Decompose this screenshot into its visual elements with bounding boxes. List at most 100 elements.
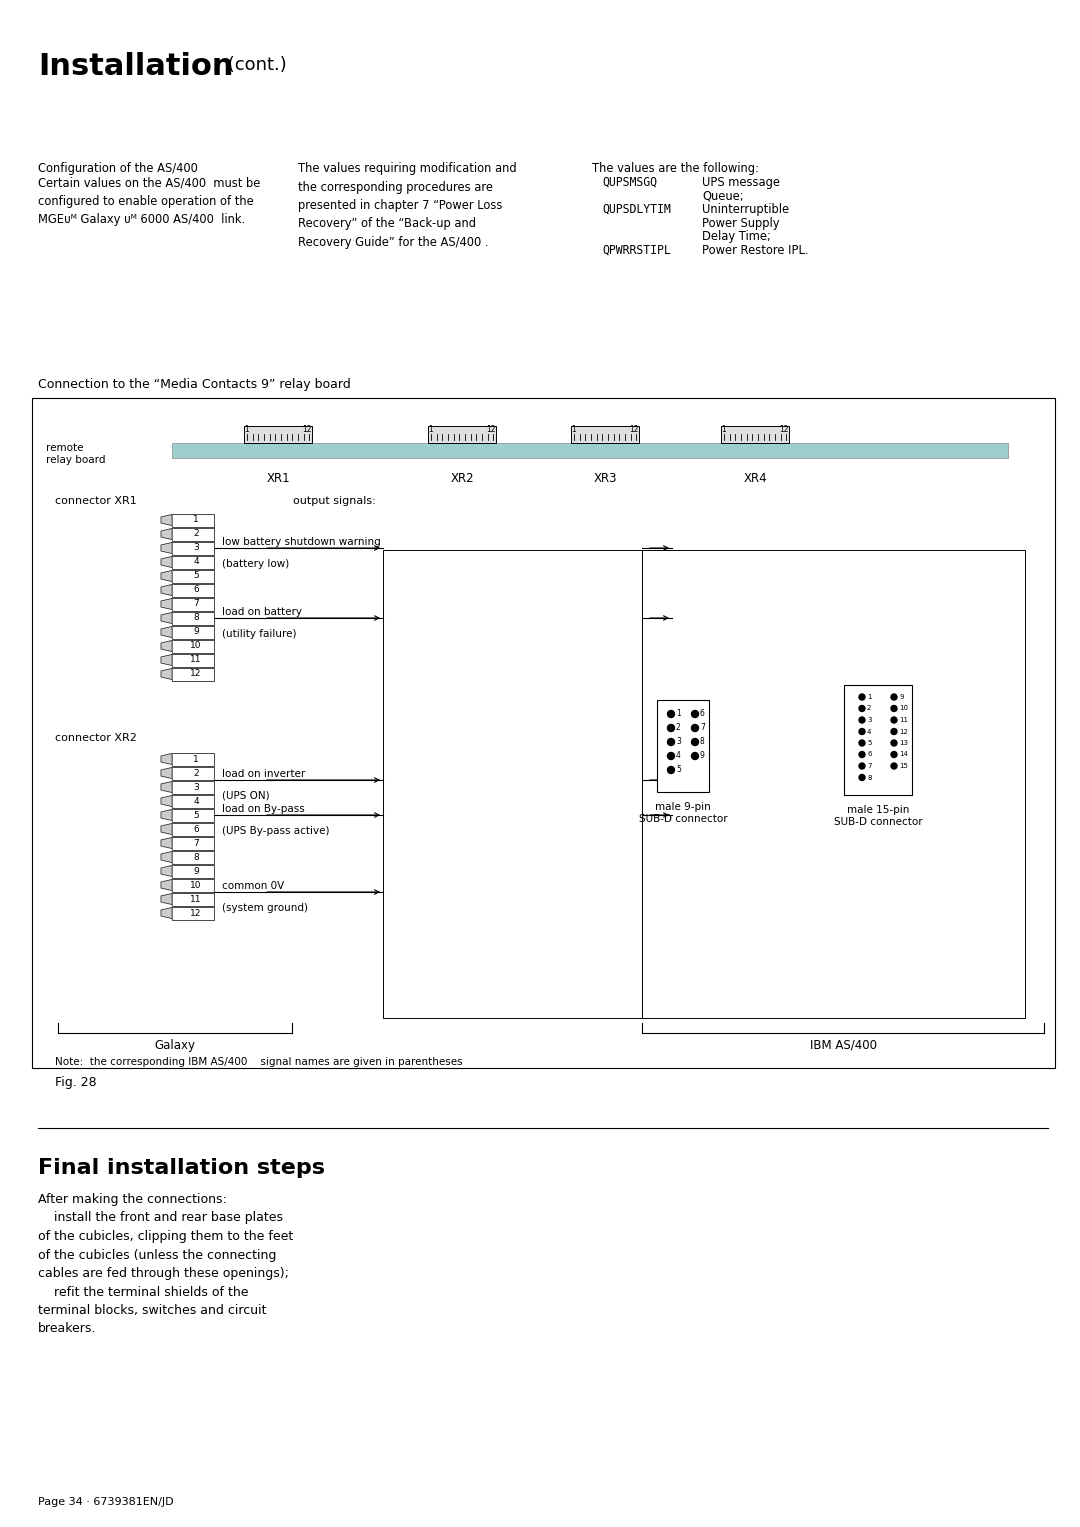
Text: 5: 5 [193,811,199,820]
Bar [642,550,1025,1019]
Circle shape [859,705,865,712]
Text: 15: 15 [899,764,908,770]
Bar [571,426,639,443]
Bar [244,426,312,443]
Text: 4: 4 [193,797,199,806]
Text: 6: 6 [193,585,199,594]
Text: 5: 5 [193,571,199,580]
Bar [428,426,496,443]
Text: Power Supply: Power Supply [702,217,780,229]
Text: XR4: XR4 [743,472,767,486]
Circle shape [891,751,897,757]
Text: male 15-pin: male 15-pin [847,805,909,815]
Text: (utility failure): (utility failure) [222,629,297,638]
Polygon shape [161,823,172,834]
Polygon shape [161,542,172,553]
Text: 1: 1 [428,425,433,434]
Bar [172,851,214,863]
Text: (system ground): (system ground) [222,902,308,913]
Text: XR2: XR2 [450,472,474,486]
Text: XR3: XR3 [593,472,617,486]
Text: 8: 8 [193,614,199,623]
Circle shape [691,753,699,759]
Polygon shape [161,796,172,806]
Text: 8: 8 [700,738,705,747]
Circle shape [859,774,865,780]
Bar [172,667,214,681]
Polygon shape [161,852,172,863]
Text: Uninterruptible: Uninterruptible [702,203,789,215]
Text: QPWRRSTIPL: QPWRRSTIPL [602,243,671,257]
Text: (UPS By-pass active): (UPS By-pass active) [222,826,329,835]
Text: XR1: XR1 [266,472,289,486]
Polygon shape [161,556,172,568]
Text: load on inverter: load on inverter [222,770,306,779]
Polygon shape [161,907,172,919]
Text: 1: 1 [867,693,872,699]
Polygon shape [161,571,172,582]
Text: Connection to the “Media Contacts 9” relay board: Connection to the “Media Contacts 9” rel… [38,379,351,391]
Bar [172,892,214,906]
Text: IBM AS/400: IBM AS/400 [810,1038,877,1052]
Bar [172,878,214,892]
Circle shape [859,741,865,747]
Circle shape [891,764,897,770]
Text: Final installation steps: Final installation steps [38,1157,325,1177]
Text: output signals:: output signals: [293,496,376,505]
Bar [172,443,1008,458]
Text: 2: 2 [676,724,680,733]
Polygon shape [161,515,172,525]
Circle shape [859,751,865,757]
Text: 7: 7 [193,600,199,608]
Circle shape [891,705,897,712]
Polygon shape [161,655,172,666]
Text: QUPSDLYTIM: QUPSDLYTIM [602,203,671,215]
Text: SUB-D connector: SUB-D connector [638,814,727,825]
Text: 9: 9 [700,751,705,760]
Text: 4: 4 [676,751,680,760]
Circle shape [667,710,675,718]
Text: The values requiring modification and
the corresponding procedures are
presented: The values requiring modification and th… [298,162,516,249]
Text: 4: 4 [867,728,872,734]
Polygon shape [161,626,172,637]
Text: 12: 12 [899,728,908,734]
Polygon shape [161,837,172,849]
Text: 3: 3 [193,782,199,791]
Circle shape [891,718,897,722]
Bar [172,570,214,582]
Text: 8: 8 [193,852,199,861]
Text: (UPS ON): (UPS ON) [222,791,270,802]
Text: 9: 9 [899,693,904,699]
Circle shape [691,739,699,745]
Text: 6: 6 [700,710,705,719]
Text: load on By-pass: load on By-pass [222,805,305,814]
Text: 7: 7 [700,724,705,733]
Bar [172,794,214,808]
Circle shape [859,764,865,770]
Text: 3: 3 [676,738,680,747]
Bar [843,686,912,796]
Text: 14: 14 [899,751,908,757]
Text: 2: 2 [867,705,872,712]
Text: After making the connections:
    install the front and rear base plates
of the : After making the connections: install th… [38,1193,294,1336]
Text: Fig. 28: Fig. 28 [55,1077,96,1089]
Text: 6: 6 [867,751,872,757]
Circle shape [859,728,865,734]
Text: 12: 12 [630,425,639,434]
Bar [721,426,789,443]
Circle shape [691,710,699,718]
Polygon shape [161,528,172,539]
Text: 10: 10 [190,641,202,651]
Polygon shape [161,866,172,876]
Text: male 9-pin: male 9-pin [656,802,711,812]
Circle shape [859,693,865,699]
Text: Certain values on the AS/400  must be
configured to enable operation of the
MGEᴜ: Certain values on the AS/400 must be con… [38,176,260,226]
Text: 5: 5 [676,765,680,774]
Text: common 0V: common 0V [222,881,284,890]
Text: 11: 11 [190,895,202,904]
Text: 1: 1 [676,710,680,719]
Text: (battery low): (battery low) [222,559,289,570]
Bar [172,767,214,779]
Text: 12: 12 [190,909,202,918]
Bar [172,780,214,794]
